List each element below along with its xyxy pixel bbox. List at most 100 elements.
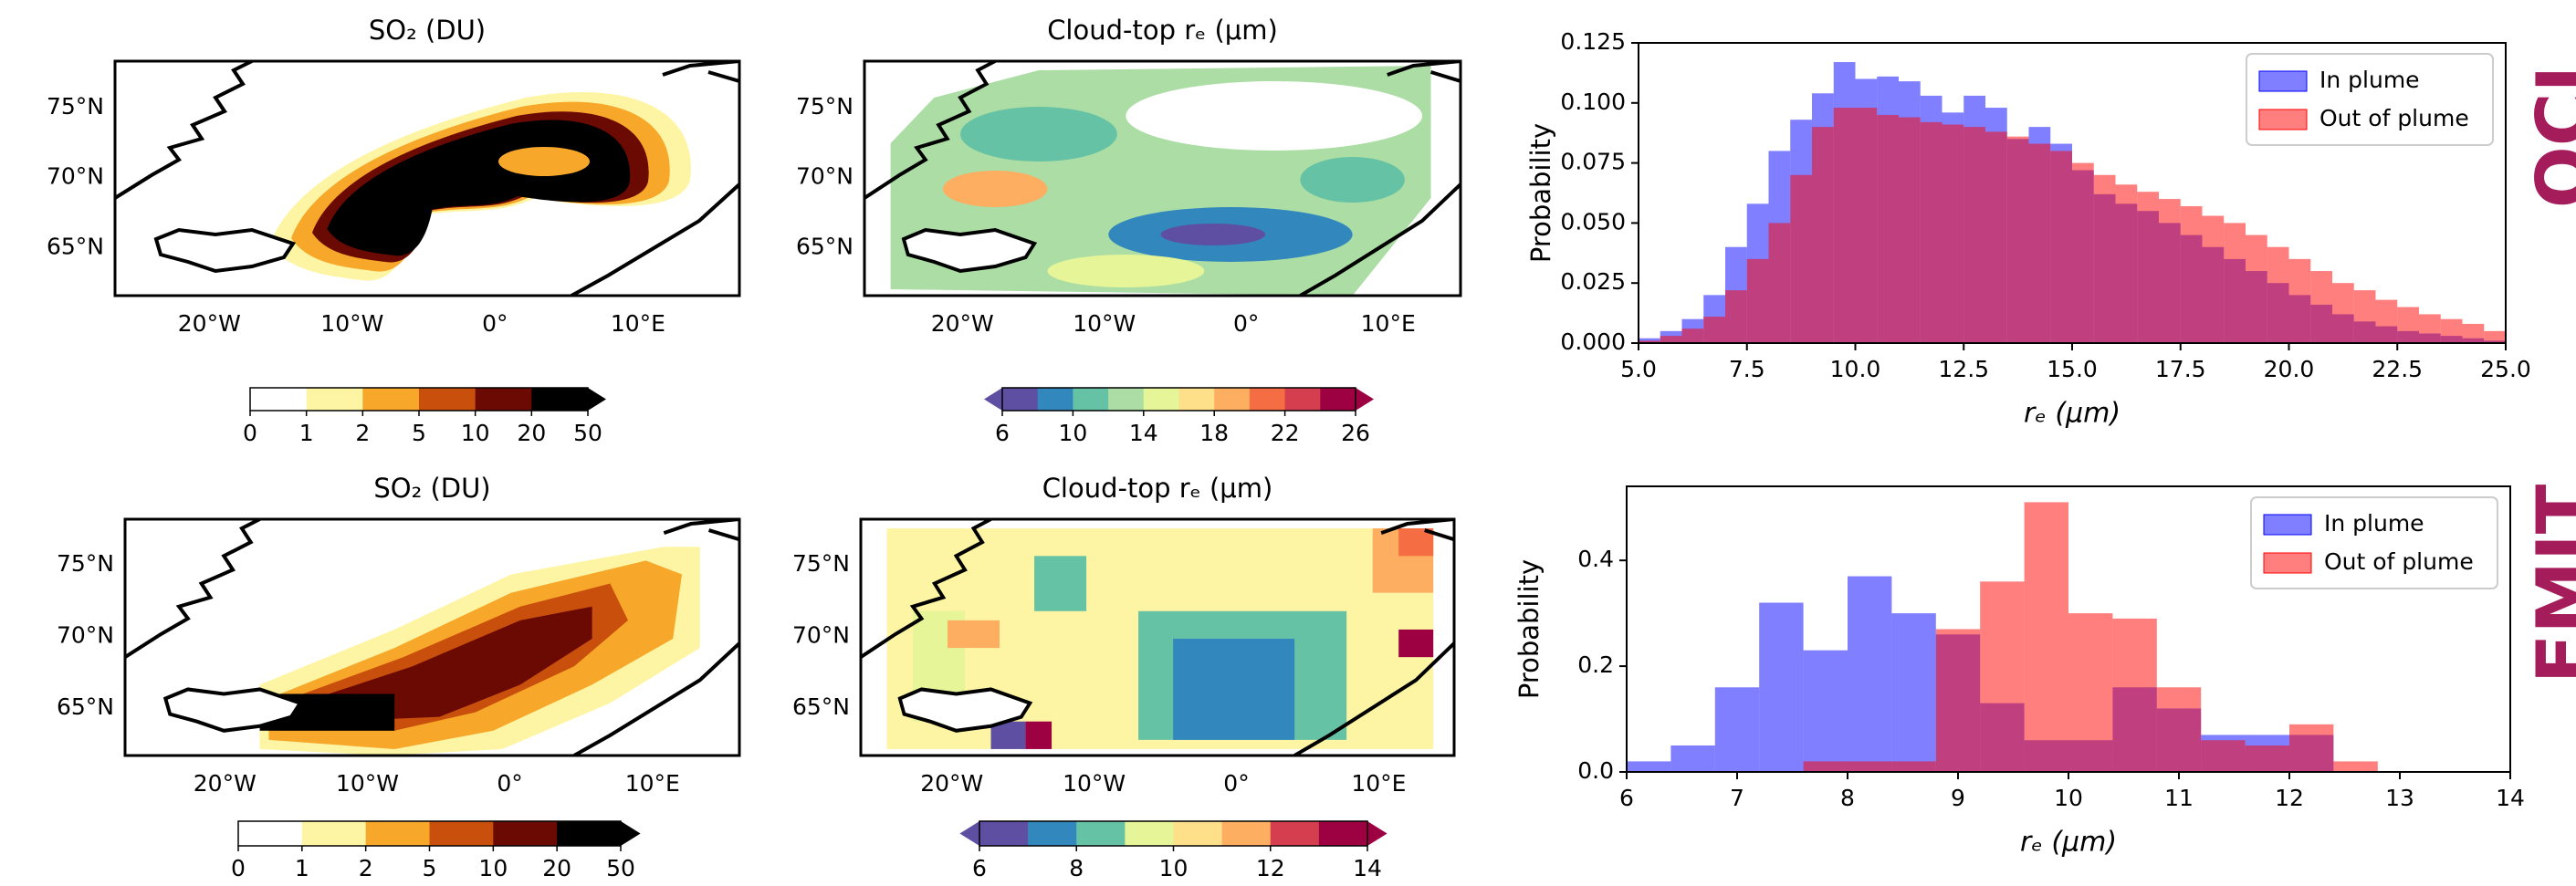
colorbar-tick-label: 20 — [517, 420, 546, 446]
lon-tick-label: 20°W — [194, 770, 257, 797]
colorbar-segment — [1270, 821, 1320, 846]
colorbar-tick-label: 0 — [231, 855, 246, 881]
colorbar-arrow — [588, 388, 606, 411]
legend-label: Out of plume — [2324, 548, 2474, 575]
y-tick-label: 0.075 — [1560, 149, 1626, 175]
y-tick-label: 0.4 — [1577, 546, 1614, 572]
x-tick-label: 5.0 — [1620, 356, 1657, 382]
legend-swatch — [2258, 70, 2308, 92]
colorbar-segment — [493, 821, 558, 846]
histogram-bar — [1985, 131, 2007, 343]
histogram-bar — [1803, 650, 1848, 772]
histogram-bar — [1812, 127, 1834, 343]
colorbar-tick-label: 2 — [355, 420, 370, 446]
colorbar-segment — [1178, 388, 1215, 411]
colorbar-tick-label: 18 — [1199, 420, 1229, 446]
lon-tick-label: 10°W — [1073, 310, 1136, 337]
map-frame — [113, 59, 741, 297]
colorbar-tick-label: 14 — [1353, 855, 1382, 881]
histogram-bar — [2397, 307, 2419, 343]
lon-tick-label: 0° — [1233, 310, 1259, 337]
legend-box — [2250, 496, 2498, 589]
so2-grid-map — [125, 519, 739, 756]
colorbar-tick-label: 5 — [412, 420, 426, 446]
y-tick-label: 0.0 — [1577, 757, 1614, 784]
colorbar-arrow — [984, 388, 1002, 411]
lon-tick-label: 10°W — [336, 770, 399, 797]
colorbar-tick-label: 1 — [299, 420, 314, 446]
map-frame — [123, 517, 741, 757]
y-tick-label: 0.000 — [1560, 328, 1626, 355]
histogram-bar — [1670, 745, 1715, 772]
colorbar-tick-label: 6 — [995, 420, 1010, 446]
histogram-bar — [1790, 174, 1812, 343]
legend-swatch — [2263, 552, 2312, 574]
y-tick-label: 0.100 — [1560, 89, 1626, 115]
x-tick-label: 14 — [2496, 785, 2525, 811]
colorbar-segment — [1284, 388, 1321, 411]
so2-map — [115, 61, 739, 296]
histogram-bar — [2289, 724, 2334, 772]
lat-tick-label: 70°N — [47, 163, 104, 190]
lon-tick-label: 10°W — [320, 310, 383, 337]
histogram-bar — [1848, 576, 1892, 772]
histogram-bar — [2333, 761, 2378, 772]
lon-tick-label: 10°W — [1063, 770, 1126, 797]
histogram-bar — [1891, 761, 1936, 772]
x-axis-label: rₑ (μm) — [2024, 398, 2120, 430]
colorbar-segment — [557, 821, 622, 846]
histogram-bar — [1920, 121, 1942, 343]
histogram-bar — [2068, 613, 2113, 772]
map-title: Cloud-top rₑ (μm) — [1042, 473, 1273, 504]
panel-label: EMIT — [2521, 484, 2576, 683]
x-tick-label: 9 — [1951, 785, 1965, 811]
legend-label: Out of plume — [2319, 105, 2469, 131]
histogram-bar — [2310, 271, 2332, 343]
legend-swatch — [2258, 109, 2308, 130]
lon-tick-label: 0° — [482, 310, 508, 337]
histogram-bar — [1980, 581, 2025, 772]
histogram-bar — [2440, 318, 2463, 343]
histogram-bar — [1768, 223, 1791, 343]
colorbar-tick-label: 1 — [295, 855, 309, 881]
lat-tick-label: 75°N — [796, 93, 853, 120]
colorbar-frame — [1001, 387, 1356, 412]
y-tick-label: 0.2 — [1577, 651, 1614, 678]
histogram-bar — [2353, 290, 2376, 343]
colorbar-arrow — [621, 821, 641, 846]
colorbar-segment — [362, 388, 420, 411]
x-tick-label: 17.5 — [2155, 356, 2206, 382]
x-tick-label: 20.0 — [2264, 356, 2315, 382]
histogram-bar — [1725, 290, 1747, 343]
lon-tick-label: 10°E — [1361, 310, 1416, 337]
lon-tick-label: 0° — [1223, 770, 1249, 797]
colorbar-tick-label: 50 — [606, 855, 635, 881]
colorbar-tick-label: 12 — [1256, 855, 1285, 881]
x-tick-label: 25.0 — [2480, 356, 2531, 382]
x-tick-label: 22.5 — [2372, 356, 2423, 382]
colorbar-tick-label: 0 — [243, 420, 257, 446]
histogram-bar — [2484, 330, 2506, 343]
colorbar-segment — [1028, 821, 1077, 846]
lon-tick-label: 0° — [497, 770, 522, 797]
histogram-bar — [2375, 299, 2398, 343]
histogram-bar — [2024, 502, 2068, 772]
map-title: SO₂ (DU) — [369, 15, 486, 46]
x-tick-label: 10 — [2054, 785, 2083, 811]
colorbar-segment — [250, 388, 308, 411]
histogram-bar — [2180, 205, 2203, 343]
colorbar-tick-label: 10 — [1159, 855, 1189, 881]
histogram-bar — [1963, 127, 1985, 343]
x-tick-label: 12 — [2275, 785, 2304, 811]
panel-label: OCI — [2521, 66, 2576, 208]
histogram-bar — [1714, 687, 1760, 772]
colorbar-segment — [1320, 388, 1356, 411]
legend-box — [2246, 53, 2494, 146]
lat-tick-label: 75°N — [47, 93, 104, 120]
re-grid-map — [861, 519, 1454, 756]
histogram-bar — [2050, 151, 2072, 343]
y-tick-label: 0.125 — [1560, 28, 1626, 55]
colorbar-tick-label: 5 — [423, 855, 437, 881]
x-tick-label: 6 — [1619, 785, 1634, 811]
colorbar-segment — [1249, 388, 1286, 411]
